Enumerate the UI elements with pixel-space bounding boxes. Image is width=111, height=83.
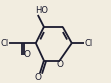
Text: O: O (24, 50, 31, 59)
Text: HO: HO (35, 6, 48, 15)
Text: Cl: Cl (1, 39, 9, 48)
Text: O: O (34, 73, 41, 82)
Text: Cl: Cl (84, 39, 93, 48)
Text: O: O (57, 61, 64, 69)
